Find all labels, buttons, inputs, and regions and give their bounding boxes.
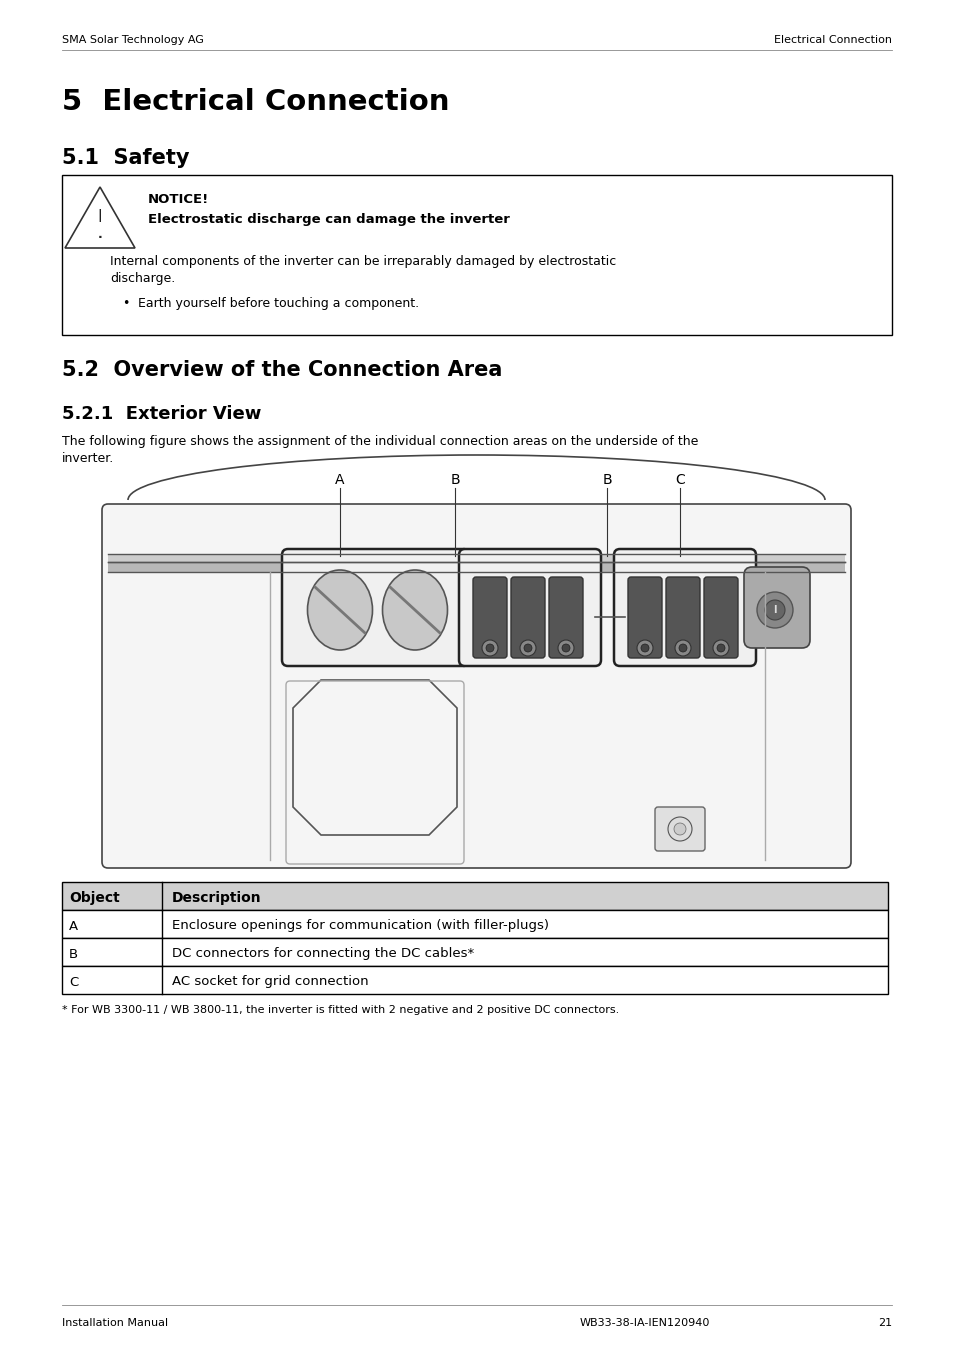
Circle shape [757, 592, 792, 627]
Text: C: C [675, 473, 684, 487]
Text: Installation Manual: Installation Manual [62, 1318, 168, 1328]
FancyBboxPatch shape [282, 549, 469, 667]
Circle shape [481, 639, 497, 656]
Text: Earth yourself before touching a component.: Earth yourself before touching a compone… [138, 297, 418, 310]
Text: •: • [122, 297, 130, 310]
Text: WB33-38-IA-IEN120940: WB33-38-IA-IEN120940 [579, 1318, 710, 1328]
Text: .: . [97, 227, 102, 241]
Circle shape [485, 644, 494, 652]
FancyBboxPatch shape [511, 577, 544, 658]
Circle shape [712, 639, 728, 656]
Text: C: C [69, 976, 78, 988]
FancyBboxPatch shape [62, 174, 891, 335]
FancyBboxPatch shape [703, 577, 738, 658]
Circle shape [717, 644, 724, 652]
Text: A: A [69, 919, 78, 933]
Circle shape [673, 823, 685, 836]
Text: 5  Electrical Connection: 5 Electrical Connection [62, 88, 449, 116]
Circle shape [519, 639, 536, 656]
Circle shape [523, 644, 532, 652]
Circle shape [679, 644, 686, 652]
Circle shape [675, 639, 690, 656]
Text: AC socket for grid connection: AC socket for grid connection [172, 976, 368, 988]
FancyBboxPatch shape [458, 549, 600, 667]
Text: Object: Object [69, 891, 120, 904]
FancyBboxPatch shape [548, 577, 582, 658]
FancyBboxPatch shape [614, 549, 755, 667]
FancyBboxPatch shape [62, 882, 887, 910]
Text: A: A [335, 473, 344, 487]
FancyBboxPatch shape [62, 910, 887, 938]
Text: 5.1  Safety: 5.1 Safety [62, 147, 190, 168]
FancyBboxPatch shape [743, 566, 809, 648]
Text: I: I [773, 604, 776, 615]
FancyBboxPatch shape [108, 562, 844, 572]
Text: 5.2.1  Exterior View: 5.2.1 Exterior View [62, 406, 261, 423]
FancyBboxPatch shape [102, 504, 850, 868]
Circle shape [561, 644, 569, 652]
FancyBboxPatch shape [62, 965, 887, 994]
Text: SMA Solar Technology AG: SMA Solar Technology AG [62, 35, 204, 45]
FancyBboxPatch shape [627, 577, 661, 658]
Ellipse shape [307, 571, 372, 650]
Text: inverter.: inverter. [62, 452, 114, 465]
Text: B: B [601, 473, 611, 487]
Circle shape [637, 639, 652, 656]
FancyBboxPatch shape [62, 938, 887, 965]
Text: Internal components of the inverter can be irreparably damaged by electrostatic: Internal components of the inverter can … [110, 256, 616, 268]
Text: Description: Description [172, 891, 261, 904]
Text: The following figure shows the assignment of the individual connection areas on : The following figure shows the assignmen… [62, 435, 698, 448]
Text: DC connectors for connecting the DC cables*: DC connectors for connecting the DC cabl… [172, 948, 474, 960]
Text: 21: 21 [877, 1318, 891, 1328]
Text: Electrostatic discharge can damage the inverter: Electrostatic discharge can damage the i… [148, 214, 509, 226]
Ellipse shape [382, 571, 447, 650]
FancyBboxPatch shape [108, 554, 844, 562]
FancyBboxPatch shape [655, 807, 704, 850]
Text: Electrical Connection: Electrical Connection [773, 35, 891, 45]
Circle shape [558, 639, 574, 656]
Text: * For WB 3300-11 / WB 3800-11, the inverter is fitted with 2 negative and 2 posi: * For WB 3300-11 / WB 3800-11, the inver… [62, 1005, 618, 1015]
Circle shape [667, 817, 691, 841]
FancyBboxPatch shape [473, 577, 506, 658]
FancyBboxPatch shape [665, 577, 700, 658]
Text: B: B [69, 948, 78, 960]
Text: NOTICE!: NOTICE! [148, 193, 209, 206]
Text: 5.2  Overview of the Connection Area: 5.2 Overview of the Connection Area [62, 360, 502, 380]
Polygon shape [65, 187, 135, 247]
Circle shape [764, 600, 784, 621]
Text: discharge.: discharge. [110, 272, 175, 285]
Circle shape [640, 644, 648, 652]
Text: |: | [97, 208, 102, 222]
Text: Enclosure openings for communication (with filler-plugs): Enclosure openings for communication (wi… [172, 919, 548, 933]
Text: B: B [450, 473, 459, 487]
